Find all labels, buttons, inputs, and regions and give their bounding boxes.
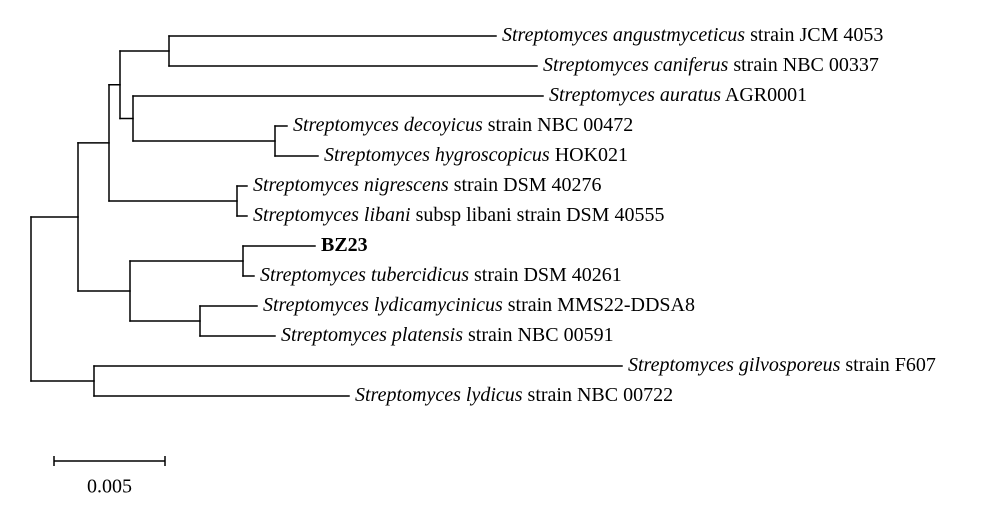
taxon-label: BZ23	[321, 234, 368, 256]
taxon-label: Streptomyces nigrescens strain DSM 40276	[253, 174, 601, 196]
taxon-label: Streptomyces tubercidicus strain DSM 402…	[260, 264, 622, 286]
taxon-label: Streptomyces decoyicus strain NBC 00472	[293, 114, 633, 136]
phylogenetic-tree: Streptomyces angustmyceticus strain JCM …	[0, 0, 1000, 507]
taxon-label: Streptomyces hygroscopicus HOK021	[324, 144, 628, 166]
taxon-label: Streptomyces lydicus strain NBC 00722	[355, 384, 673, 406]
scale-bar-label: 0.005	[87, 476, 132, 498]
taxon-label: Streptomyces angustmyceticus strain JCM …	[502, 24, 883, 46]
taxon-label: Streptomyces platensis strain NBC 00591	[281, 324, 614, 346]
taxon-label: Streptomyces libani subsp libani strain …	[253, 204, 664, 226]
taxon-label: Streptomyces lydicamycinicus strain MMS2…	[263, 294, 695, 316]
taxon-label: Streptomyces auratus AGR0001	[549, 84, 807, 106]
taxon-label: Streptomyces caniferus strain NBC 00337	[543, 54, 879, 76]
taxon-label: Streptomyces gilvosporeus strain F607	[628, 354, 936, 376]
